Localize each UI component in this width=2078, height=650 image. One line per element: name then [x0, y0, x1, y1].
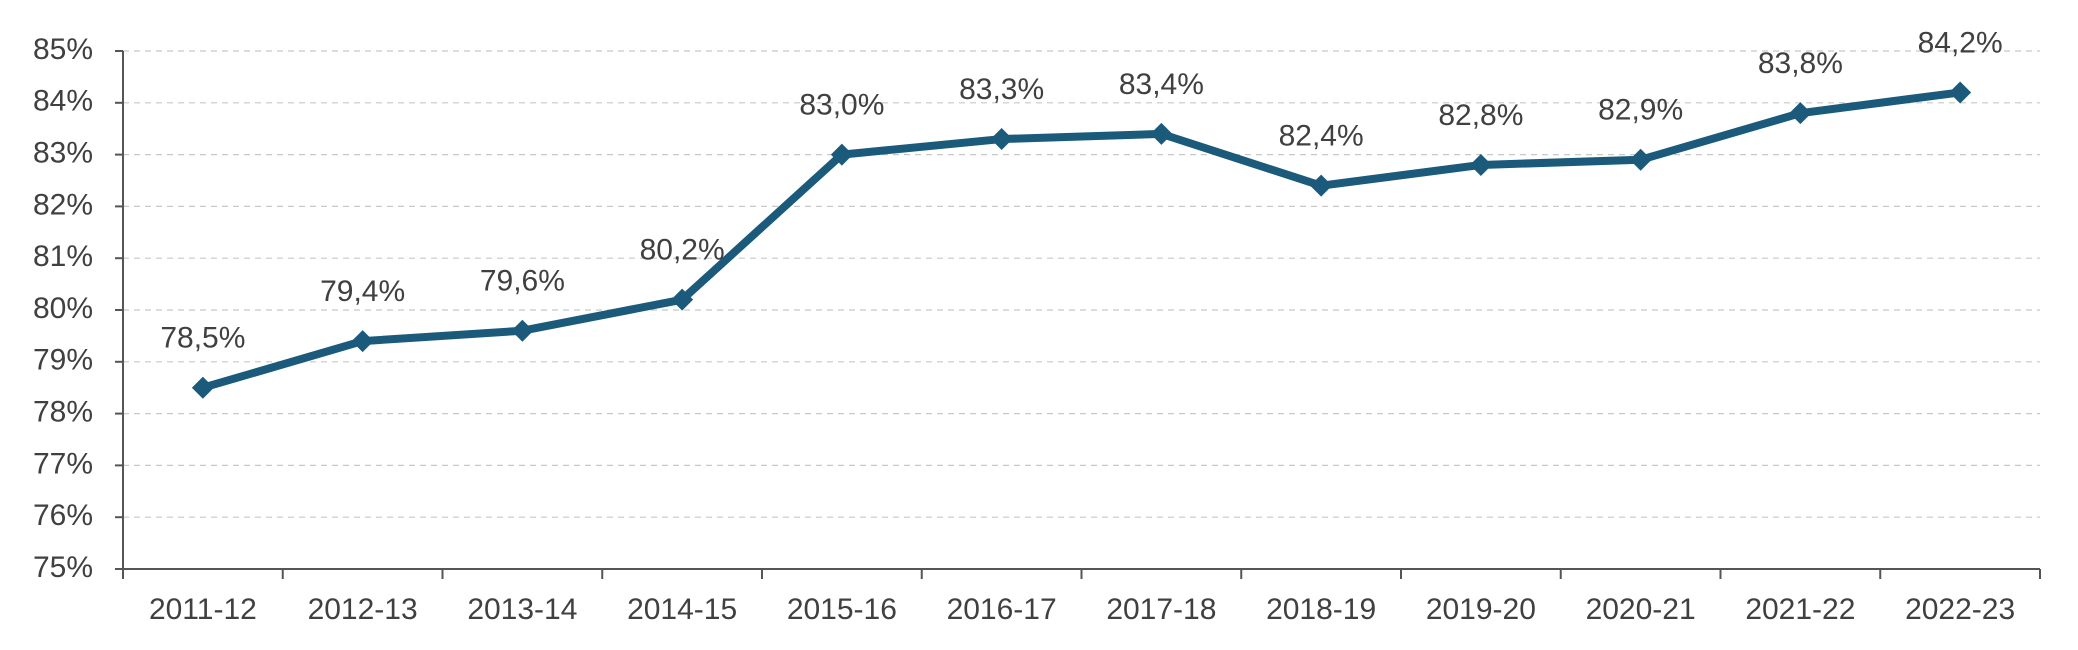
data-label: 78,5%	[160, 322, 245, 355]
data-label: 83,4%	[1119, 68, 1204, 101]
data-point-marker	[1629, 148, 1652, 171]
x-tick-label: 2019-20	[1426, 593, 1536, 626]
data-label: 79,4%	[320, 275, 405, 308]
x-tick-label: 2014-15	[627, 593, 737, 626]
data-point-marker	[1949, 81, 1972, 104]
series	[191, 81, 1972, 399]
data-point-marker	[1469, 153, 1492, 176]
x-tick-label: 2017-18	[1106, 593, 1216, 626]
y-tick-label: 82%	[33, 188, 93, 221]
axes	[115, 50, 2041, 579]
x-tick-label: 2020-21	[1586, 593, 1696, 626]
data-label: 82,8%	[1438, 99, 1523, 132]
y-tick-label: 78%	[33, 396, 93, 429]
data-point-marker	[1789, 102, 1812, 125]
y-tick-label: 77%	[33, 447, 93, 480]
y-tick-labels: 75% 76% 77% 78% 79% 80% 81% 82% 83% 84% 85%	[33, 33, 93, 584]
x-tick-label: 2012-13	[308, 593, 418, 626]
data-point-marker	[191, 376, 214, 399]
data-label: 83,8%	[1758, 47, 1843, 80]
data-point-marker	[671, 288, 694, 311]
data-point-marker	[830, 143, 853, 166]
x-tick-label: 2015-16	[787, 593, 897, 626]
y-tick-label: 80%	[33, 292, 93, 325]
data-point-marker	[351, 330, 374, 353]
y-tick-label: 76%	[33, 499, 93, 532]
data-point-marker	[990, 128, 1013, 151]
y-tick-label: 81%	[33, 240, 93, 273]
x-tick-label: 2021-22	[1745, 593, 1855, 626]
x-tick-label: 2013-14	[467, 593, 577, 626]
data-point-marker	[1150, 122, 1173, 145]
y-tick-label: 83%	[33, 137, 93, 170]
gridlines	[123, 50, 2040, 518]
x-tick-label: 2016-17	[947, 593, 1057, 626]
x-tick-labels: 2011-12 2012-13 2013-14 2014-15 2015-16 2016-…	[149, 593, 2015, 626]
data-label: 82,4%	[1279, 120, 1364, 153]
data-label: 84,2%	[1918, 26, 2003, 59]
data-label: 83,0%	[799, 89, 884, 122]
series-line	[198, 88, 1965, 392]
data-point-marker	[1310, 174, 1333, 197]
data-label: 80,2%	[640, 234, 725, 267]
data-label: 82,9%	[1598, 94, 1683, 127]
data-labels: 78,5% 79,4% 79,6% 80,2% 83,0% 83,3% 83,4% 82,4%…	[160, 26, 2002, 354]
x-tick-label: 2011-12	[149, 593, 257, 626]
y-tick-label: 84%	[33, 85, 93, 118]
x-tick-label: 2022-23	[1905, 593, 2015, 626]
data-label: 79,6%	[480, 265, 565, 298]
y-tick-label: 79%	[33, 344, 93, 377]
x-tick-label: 2018-19	[1266, 593, 1376, 626]
data-point-marker	[511, 319, 534, 342]
data-label: 83,3%	[959, 73, 1044, 106]
y-tick-label: 75%	[33, 551, 93, 584]
y-tick-label: 85%	[33, 33, 93, 66]
